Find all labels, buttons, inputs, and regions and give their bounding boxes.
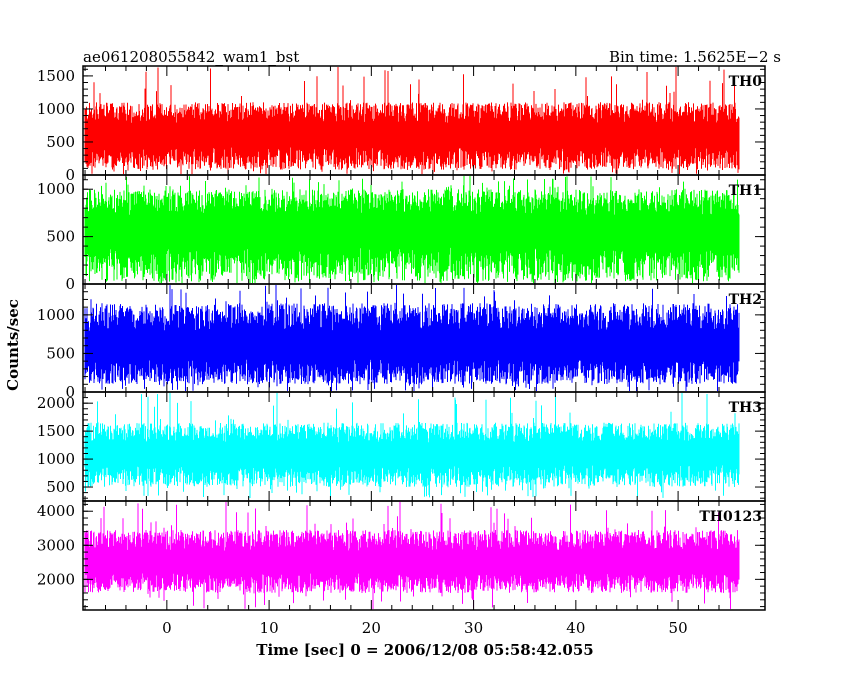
panel-th2: 0 500 1000 TH2: [37, 283, 766, 401]
y-tick-label: 1500: [37, 422, 75, 440]
x-tick-label: 30: [464, 619, 483, 637]
panel-th1: 0 500 1000 TH1: [37, 174, 766, 293]
chart-title-right: Bin time: 1.5625E−2 s: [609, 48, 781, 66]
y-tick-label: 500: [46, 133, 75, 151]
chart-title-left: ae061208055842_wam1_bst: [83, 48, 299, 66]
panel-label-th0: TH0: [729, 74, 763, 90]
x-tick-label: 0: [162, 619, 172, 637]
y-tick-label: 0: [65, 166, 75, 184]
y-tick-label: 1000: [37, 100, 75, 118]
y-axis-title: Counts/sec: [4, 299, 22, 391]
x-tick-label: 40: [566, 619, 585, 637]
panel-th0123: 2000 3000 4000 TH0123: [37, 500, 766, 611]
series-th2: [84, 285, 740, 391]
panel-th0: 0 500 1000 1500 TH0: [37, 65, 766, 184]
panel-label-th0123: TH0123: [699, 509, 762, 525]
panel-th3: 500 1000 1500 2000 TH3: [37, 391, 766, 502]
panel-label-th1: TH1: [729, 183, 762, 199]
y-tick-label: 0: [65, 275, 75, 293]
series-th0123: [84, 502, 740, 609]
y-tick-label: 1000: [37, 306, 75, 324]
x-tick-label: 20: [362, 619, 381, 637]
series-th1: [84, 176, 740, 283]
y-tick-label: 1500: [37, 67, 75, 85]
x-tick-label: 10: [260, 619, 279, 637]
series-th0: [84, 67, 740, 174]
y-tick-label: 1000: [37, 450, 75, 468]
y-tick-label: 2000: [37, 570, 75, 588]
x-axis: 0 10 20 30 40 50: [162, 619, 688, 637]
y-tick-label: 500: [46, 344, 75, 362]
y-tick-label: 0: [65, 383, 75, 401]
y-tick-label: 2000: [37, 394, 75, 412]
panel-label-th2: TH2: [729, 292, 762, 308]
y-tick-label: 1000: [37, 180, 75, 198]
panel-label-th3: TH3: [729, 400, 762, 416]
y-tick-label: 500: [46, 478, 75, 496]
x-axis-title: Time [sec] 0 = 2006/12/08 05:58:42.055: [256, 641, 593, 659]
y-tick-label: 4000: [37, 502, 75, 520]
panel-frame: [82, 500, 766, 611]
x-tick-label: 50: [669, 619, 688, 637]
y-tick-label: 500: [46, 228, 75, 246]
panels-group: 0 500 1000 1500 TH0 0 500 1000 TH1 0 500 1000 TH2 500…: [37, 65, 766, 611]
series-th3: [84, 393, 740, 498]
y-tick-label: 3000: [37, 536, 75, 554]
